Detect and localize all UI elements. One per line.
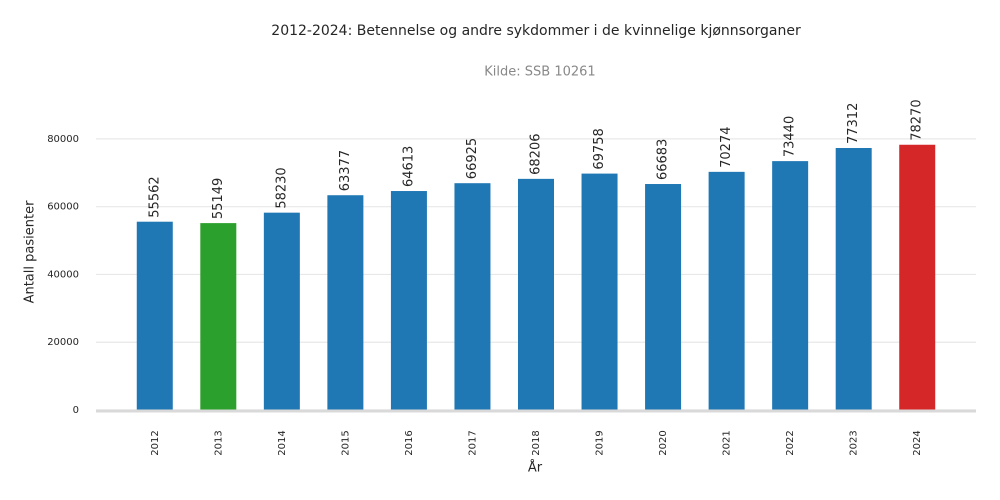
value-label: 55149 [211, 178, 226, 219]
value-label: 66925 [465, 138, 480, 179]
y-tick-label: 0 [73, 405, 79, 416]
x-tick-label: 2020 [658, 430, 669, 455]
value-label: 64613 [401, 146, 416, 187]
x-tick-label: 2014 [277, 430, 288, 455]
bar [708, 171, 745, 410]
y-tick-label: 60000 [47, 202, 79, 213]
value-label: 58230 [274, 167, 289, 208]
value-label: 77312 [846, 103, 861, 144]
x-tick-label: 2015 [340, 430, 351, 455]
x-tick-label: 2017 [467, 430, 478, 455]
x-tick-label: 2019 [595, 430, 606, 455]
bar [518, 178, 554, 410]
x-tick-label: 2012 [150, 430, 161, 455]
x-tick-label: 2016 [404, 430, 415, 455]
bar [327, 195, 364, 410]
bar [645, 184, 682, 410]
x-tick-label: 2022 [785, 430, 796, 455]
x-tick-label: 2021 [722, 430, 733, 455]
y-tick-label: 40000 [47, 269, 79, 280]
value-label: 73440 [783, 116, 798, 157]
y-tick-label: 80000 [47, 134, 79, 145]
bar [263, 212, 300, 410]
bar [200, 223, 237, 410]
value-label: 70274 [719, 126, 734, 167]
x-axis-label: År [528, 460, 543, 476]
bar [136, 221, 173, 410]
x-tick-label: 2013 [213, 430, 224, 455]
value-label: 69758 [592, 128, 607, 169]
bar [390, 191, 427, 410]
bar [835, 147, 872, 410]
value-label: 68206 [529, 133, 544, 174]
y-axis-label: Antall pasienter [23, 200, 38, 303]
value-label: 66683 [656, 139, 671, 180]
x-tick-label: 2018 [531, 430, 542, 455]
chart-title: 2012-2024: Betennelse og andre sykdommer… [271, 23, 801, 39]
bar [581, 173, 618, 410]
x-tick-label: 2024 [912, 430, 923, 455]
chart-subtitle: Kilde: SSB 10261 [484, 65, 595, 80]
x-tick-label: 2023 [849, 430, 860, 455]
value-label: 63377 [338, 150, 353, 191]
value-label: 78270 [910, 99, 925, 140]
y-tick-label: 20000 [47, 337, 79, 348]
bar [454, 183, 491, 410]
value-label: 55562 [147, 176, 162, 217]
bar [899, 144, 936, 411]
bar [772, 161, 809, 410]
